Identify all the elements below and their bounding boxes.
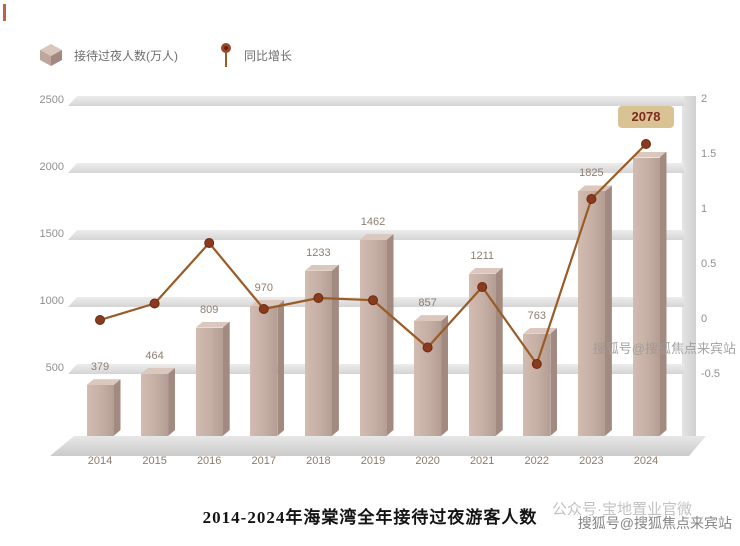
bar-side-face [496,268,503,436]
bar-value-label: 857 [418,297,437,310]
bar-value-label: 1462 [360,216,386,229]
bar-value-label: 763 [527,309,546,322]
bar-column-2015 [141,367,176,436]
bar-front-face [86,385,114,436]
legend-item-bars: 接待过夜人数(万人) [38,43,178,67]
left-axis-tick: 1000 [39,295,64,307]
bar-column-2021 [468,267,503,436]
legend-label-line: 同比增长 [244,48,293,63]
bar-front-face [523,333,551,436]
cube-icon [40,44,62,66]
right-axis-tick: -0.5 [701,368,720,380]
chart-right-wall [682,96,696,437]
right-axis-tick: 1.5 [701,148,717,160]
watermark-mid-right: 搜狐号@搜狐焦点来宾站 [592,341,736,356]
bar-side-face [441,315,448,436]
bar-column-2017 [250,300,285,436]
value-badge: 2078 [618,106,674,128]
corner-mark [3,4,6,21]
bar-column-2018 [304,264,339,436]
x-axis-label: 2017 [251,455,277,467]
legend-label-bars: 接待过夜人数(万人) [74,48,178,63]
right-axis-tick: 1 [701,203,708,215]
x-axis-label: 2018 [306,455,331,467]
bar-value-label: 1211 [470,249,495,262]
bar-column-2014 [86,379,121,436]
bar-side-face [550,328,557,436]
left-axis-tick: 2500 [39,94,64,106]
bar-value-label: 1825 [579,167,604,180]
bar-value-label: 970 [254,282,273,295]
left-axis-tick: 2000 [39,161,64,173]
bar-side-face [277,300,284,436]
grid-band [68,96,684,106]
bar-front-face [414,321,442,436]
x-axis-label: 2019 [360,455,386,467]
x-axis-label: 2015 [142,455,167,467]
bar-top-face [86,379,121,386]
pin-icon [221,43,231,67]
bar-column-2023 [577,185,612,436]
x-axis-label: 2021 [469,455,495,467]
bar-front-face [468,273,496,436]
bar-front-face [250,306,278,436]
bar-side-face [223,322,230,436]
bar-side-face [387,234,394,436]
bar-column-2019 [359,234,394,436]
x-axis-label: 2022 [524,455,550,467]
bar-column-2020 [414,315,449,436]
bar-side-face [332,265,339,436]
chart-legend: 接待过夜人数(万人) 同比增长 [38,42,292,68]
bar-side-face [660,152,667,436]
bar-value-label: 464 [145,349,164,362]
right-axis-tick: 2 [701,93,708,105]
bar-front-face [304,270,332,436]
legend-item-line: 同比增长 [218,42,292,68]
bar-front-face [195,327,223,436]
bar-value-label: 809 [200,303,219,316]
growth-dot [95,315,105,325]
bar-front-face [632,157,660,436]
bar-top-face [141,367,176,374]
bar-column-2022 [523,327,558,436]
bar-value-label: 379 [90,361,110,374]
bar-top-face [632,151,667,158]
watermark-bottom-right: 搜狐号@搜狐焦点来宾站 [577,515,732,531]
x-axis-label: 2014 [87,455,113,467]
bar-side-face [114,379,121,436]
bar-column-2024 [632,151,667,436]
bar-value-label: 1233 [306,246,331,259]
left-axis-tick: 500 [45,362,64,374]
x-axis-label: 2024 [633,455,659,467]
right-axis-tick: 0 [701,313,708,325]
chart-floor [50,436,706,456]
x-axis-label: 2023 [579,455,604,467]
bar-side-face [168,368,175,436]
x-axis-label: 2020 [415,455,440,467]
chart-title: 2014-2024年海棠湾全年接待过夜游客人数 [202,508,538,527]
growth-dot [641,139,651,149]
bar-column-2016 [195,321,230,436]
x-axis-label: 2016 [196,455,222,467]
bar-front-face [577,191,605,436]
bar-side-face [605,185,612,436]
right-axis-tick: 0.5 [701,258,717,270]
left-axis-tick: 1500 [39,228,64,240]
bar-front-face [141,373,169,436]
bar-front-face [359,240,387,436]
watermark-overlay: 公众号·宝地置业官微 [552,501,692,518]
